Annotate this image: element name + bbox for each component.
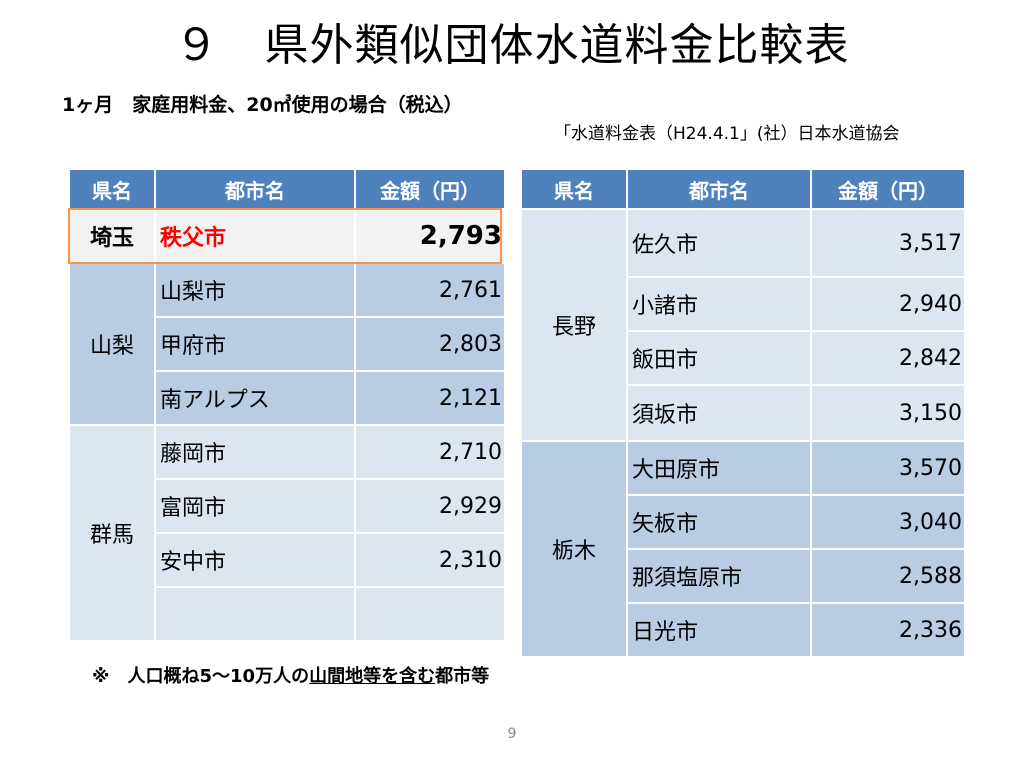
amount-cell: 2,588 bbox=[810, 548, 966, 604]
table-row: 小諸市 2,940 bbox=[521, 276, 966, 332]
footnote: ※ 人口概ね5～10万人の山間地等を含む都市等 bbox=[92, 664, 489, 690]
amount-cell bbox=[354, 586, 506, 642]
pref-cell: 栃木 bbox=[520, 440, 628, 658]
city-cell: 佐久市 bbox=[626, 208, 812, 278]
city-cell: 秩父市 bbox=[154, 208, 356, 264]
table-row: 富岡市 2,929 bbox=[69, 478, 506, 534]
amount-cell: 2,761 bbox=[354, 262, 506, 318]
city-cell: 藤岡市 bbox=[154, 424, 356, 480]
city-cell: 安中市 bbox=[154, 532, 356, 588]
table-row: 南アルプス 2,121 bbox=[69, 370, 506, 426]
amount-cell: 3,040 bbox=[810, 494, 966, 550]
table-row: 長野 佐久市 3,517 bbox=[520, 208, 966, 442]
amount-cell: 2,336 bbox=[810, 602, 966, 658]
city-cell: 甲府市 bbox=[154, 316, 356, 372]
amount-cell: 2,710 bbox=[354, 424, 506, 480]
city-cell: 小諸市 bbox=[626, 276, 812, 332]
header-amount: 金額（円） bbox=[810, 168, 966, 210]
amount-cell: 2,121 bbox=[354, 370, 506, 426]
pref-cell: 埼玉 bbox=[68, 208, 156, 264]
amount-cell: 2,842 bbox=[810, 330, 966, 386]
pref-cell: 山梨 bbox=[68, 262, 156, 426]
pref-cell: 群馬 bbox=[68, 424, 156, 642]
city-cell: 飯田市 bbox=[626, 330, 812, 386]
header-pref: 県名 bbox=[520, 168, 628, 210]
table-row bbox=[69, 586, 506, 642]
table-row: 飯田市 2,842 bbox=[521, 330, 966, 386]
amount-cell: 2,310 bbox=[354, 532, 506, 588]
city-cell: 富岡市 bbox=[154, 478, 356, 534]
table-header-row: 県名 都市名 金額（円） bbox=[520, 168, 966, 210]
table-row: 群馬 藤岡市 2,710 bbox=[68, 424, 506, 642]
footnote-prefix: ※ 人口概ね5～10万人の bbox=[92, 666, 310, 687]
highlight-row: 埼玉 秩父市 2,793 bbox=[68, 208, 506, 264]
page-title: ９ 県外類似団体水道料金比較表 bbox=[174, 20, 850, 71]
table-header-row: 県名 都市名 金額（円） bbox=[68, 168, 506, 210]
city-cell: 矢板市 bbox=[626, 494, 812, 550]
table-row: 栃木 大田原市 3,570 bbox=[520, 440, 966, 658]
amount-cell: 3,150 bbox=[810, 384, 966, 442]
city-cell: 日光市 bbox=[626, 602, 812, 658]
city-cell: 南アルプス bbox=[154, 370, 356, 426]
table-row: 那須塩原市 2,588 bbox=[521, 548, 966, 604]
footnote-underlined: 山間地等を含む bbox=[309, 666, 436, 687]
source-citation: 「水道料金表（H24.4.1」(社）日本水道協会 bbox=[554, 124, 900, 144]
amount-cell: 2,940 bbox=[810, 276, 966, 332]
table-row: 甲府市 2,803 bbox=[69, 316, 506, 372]
pref-cell: 長野 bbox=[520, 208, 628, 442]
city-cell: 大田原市 bbox=[626, 440, 812, 496]
header-city: 都市名 bbox=[626, 168, 812, 210]
subtitle: 1ヶ月 家庭用料金、20㎥使用の場合（税込） bbox=[62, 94, 463, 116]
table-row: 矢板市 3,040 bbox=[521, 494, 966, 550]
table-row: 日光市 2,336 bbox=[521, 602, 966, 658]
footnote-suffix: 都市等 bbox=[435, 666, 490, 687]
amount-cell: 2,803 bbox=[354, 316, 506, 372]
city-cell: 須坂市 bbox=[626, 384, 812, 442]
left-water-rate-table: 県名 都市名 金額（円） 埼玉 秩父市 2,793 山梨 山梨市 2,761 甲… bbox=[68, 168, 506, 642]
city-cell: 山梨市 bbox=[154, 262, 356, 318]
table-row: 安中市 2,310 bbox=[69, 532, 506, 588]
table-row: 須坂市 3,150 bbox=[521, 384, 966, 442]
header-city: 都市名 bbox=[154, 168, 356, 210]
header-amount: 金額（円） bbox=[354, 168, 506, 210]
amount-cell: 3,570 bbox=[810, 440, 966, 496]
right-water-rate-table: 県名 都市名 金額（円） 長野 佐久市 3,517 小諸市 2,940 飯田市 … bbox=[520, 168, 966, 658]
amount-cell: 2,793 bbox=[354, 208, 506, 264]
header-pref: 県名 bbox=[68, 168, 156, 210]
city-cell bbox=[154, 586, 356, 642]
table-row: 山梨 山梨市 2,761 bbox=[68, 262, 506, 426]
city-cell: 那須塩原市 bbox=[626, 548, 812, 604]
amount-cell: 3,517 bbox=[810, 208, 966, 278]
page-number: 9 bbox=[507, 726, 517, 742]
amount-cell: 2,929 bbox=[354, 478, 506, 534]
